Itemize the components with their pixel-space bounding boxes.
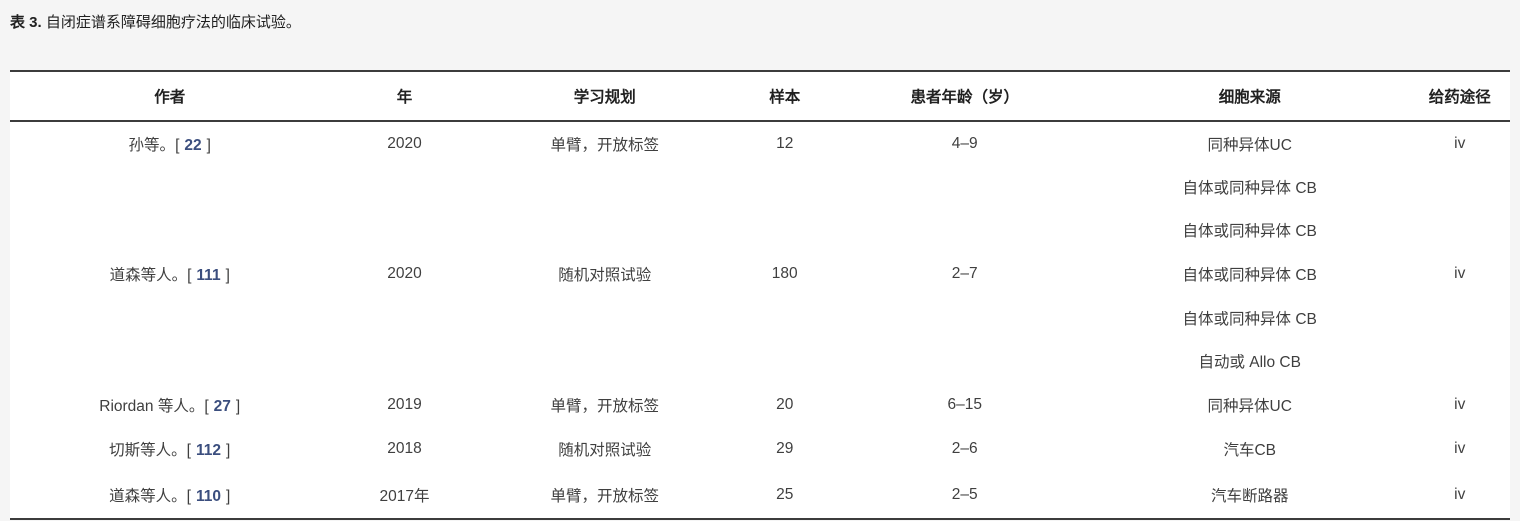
- source-stack: 自体或同种异体 CB 自体或同种异体 CB 自体或同种异体 CB 自体或同种异体…: [1090, 165, 1409, 383]
- reference-bracket-open: [: [175, 136, 180, 154]
- year-cell: 2020: [387, 134, 422, 152]
- table-caption-title: 自闭症谱系障碍细胞疗法的临床试验。: [45, 14, 301, 31]
- author-cell: 道森等人。[110]: [10, 471, 330, 520]
- header-cell-year: 年: [329, 70, 480, 122]
- source-cell: 同种异体UC: [1207, 398, 1292, 415]
- reference-bracket-open: [: [186, 442, 191, 459]
- author-name: Riordan 等人。: [99, 398, 205, 415]
- year-cell: 2019: [387, 396, 422, 413]
- table-row: 道森等人。[111] 2020 随机对照试验 180 2–7 自体或同种异体 C…: [10, 165, 1510, 383]
- reference-bracket-close: ]: [225, 267, 230, 284]
- source-line: 自体或同种异体 CB: [1182, 223, 1317, 241]
- year-cell: 2017年: [329, 471, 480, 520]
- route-cell: iv: [1454, 134, 1466, 152]
- design-cell: 单臂，开放标签: [550, 398, 659, 415]
- route-cell: iv: [1454, 265, 1466, 282]
- sample-cell: 12: [776, 134, 794, 152]
- reference-link[interactable]: 22: [184, 136, 202, 154]
- reference-bracket-close: ]: [206, 136, 211, 154]
- author-cell: 切斯等人。[112]: [10, 427, 329, 471]
- source-line: 自体或同种异体 CB: [1182, 179, 1317, 197]
- header-cell-design: 学习规划: [479, 70, 730, 122]
- author-name: 孙等。: [128, 136, 176, 154]
- reference-link[interactable]: 110: [195, 487, 221, 505]
- header-cell-route: 给药途径: [1409, 70, 1510, 122]
- age-cell: 2–6: [951, 440, 978, 457]
- table-row: Riordan 等人。[27] 2019 单臂，开放标签 20 6–15 同种异…: [10, 383, 1510, 427]
- table-caption: 表 3. 自闭症谱系障碍细胞疗法的临床试验。: [10, 14, 1510, 32]
- source-line: 自体或同种异体 CB: [1182, 267, 1317, 284]
- design-cell: 随机对照试验: [558, 442, 652, 459]
- source-cell: 汽车CB: [1223, 442, 1276, 459]
- source-line: 自动或 Allo CB: [1198, 354, 1301, 372]
- age-cell: 6–15: [947, 396, 982, 413]
- route-cell: iv: [1409, 471, 1510, 520]
- age-cell: 2–5: [839, 471, 1090, 520]
- sample-cell: 20: [776, 396, 794, 413]
- reference-bracket-close: ]: [235, 398, 241, 415]
- reference-bracket-open: [: [186, 487, 191, 505]
- age-cell: 4–9: [951, 134, 978, 152]
- header-cell-sample: 样本: [729, 70, 840, 122]
- author-cell: Riordan 等人。[27]: [10, 383, 329, 427]
- year-cell: 2020: [387, 265, 422, 282]
- sample-cell: 180: [771, 265, 798, 282]
- clinical-trials-table: 作者 年 学习规划 样本 患者年龄（岁） 细胞来源 给药途径 孙等。[22] 2…: [10, 70, 1510, 520]
- reference-link[interactable]: 112: [195, 442, 221, 459]
- table-row: 道森等人。[110] 2017年 单臂，开放标签 25 2–5 汽车断路器 iv: [10, 471, 1510, 520]
- age-cell: 2–7: [951, 265, 978, 282]
- route-cell: iv: [1454, 396, 1466, 413]
- source-cell: 自体或同种异体 CB 自体或同种异体 CB 自体或同种异体 CB 自体或同种异体…: [1090, 165, 1409, 383]
- table-row: 孙等。[22] 2020 单臂，开放标签 12 4–9 同种异体UC iv: [10, 121, 1510, 165]
- header-cell-source: 细胞来源: [1089, 70, 1410, 122]
- source-cell: 同种异体UC: [1207, 136, 1292, 154]
- design-cell: 随机对照试验: [558, 267, 652, 284]
- year-cell: 2018: [387, 440, 422, 457]
- author-cell: 孙等。[22]: [10, 121, 329, 165]
- sample-cell: 29: [776, 440, 794, 457]
- source-line: 自体或同种异体 CB: [1182, 310, 1317, 328]
- route-cell: iv: [1454, 440, 1466, 457]
- header-cell-age: 患者年龄（岁）: [839, 70, 1090, 122]
- sample-cell: 25: [729, 471, 840, 520]
- design-cell: 单臂，开放标签: [479, 471, 730, 520]
- author-name: 道森等人。: [109, 487, 187, 505]
- author-name: 切斯等人。: [109, 442, 187, 459]
- table-row: 切斯等人。[112] 2018 随机对照试验 29 2–6 汽车CB iv: [10, 427, 1510, 471]
- reference-bracket-close: ]: [226, 442, 231, 459]
- reference-bracket-open: [: [204, 398, 209, 415]
- design-cell: 单臂，开放标签: [550, 136, 659, 154]
- reference-bracket-close: ]: [226, 487, 231, 505]
- header-cell-author: 作者: [10, 70, 330, 122]
- reference-link[interactable]: 27: [213, 398, 231, 415]
- author-name: 道森等人。: [109, 267, 188, 284]
- author-cell: 道森等人。[111]: [10, 165, 329, 383]
- header-row: 作者 年 学习规划 样本 患者年龄（岁） 细胞来源 给药途径: [10, 70, 1510, 122]
- source-cell: 汽车断路器: [1089, 471, 1410, 520]
- table-caption-label: 表 3.: [10, 14, 42, 31]
- reference-bracket-open: [: [187, 267, 192, 284]
- table-header: 作者 年 学习规划 样本 患者年龄（岁） 细胞来源 给药途径: [10, 70, 1510, 122]
- reference-link[interactable]: 111: [196, 267, 221, 284]
